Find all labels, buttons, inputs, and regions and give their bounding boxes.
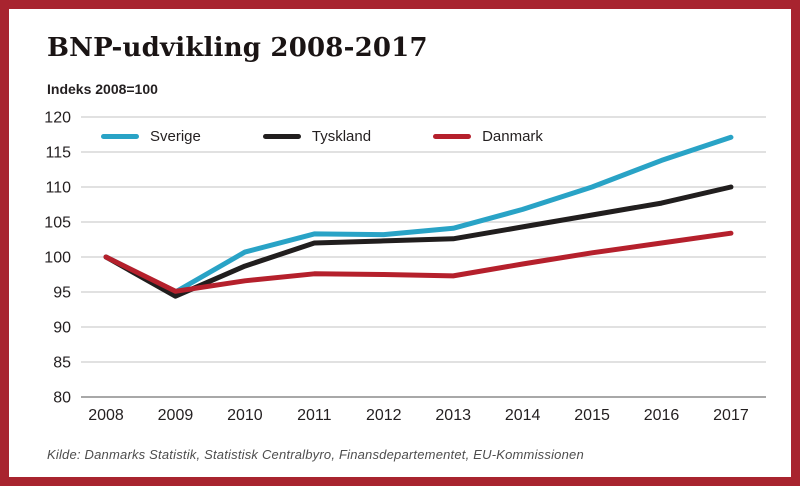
y-tick-label: 80 [53,390,71,407]
series-line-danmark [103,230,734,294]
legend-item-sverige: Sverige [101,128,201,145]
series-line-tyskland [103,184,734,299]
legend-label: Danmark [482,127,543,145]
y-tick-label: 85 [53,355,71,372]
source-citation: Kilde: Danmarks Statistik, Statistisk Ce… [47,447,584,462]
y-tick-label: 115 [45,145,71,162]
y-tick-label: 100 [44,250,71,267]
legend-label: Tyskland [311,127,372,145]
y-tick-label: 90 [53,320,71,337]
x-tick-label: 2011 [297,407,332,424]
legend-swatch-icon-sverige [101,133,139,139]
y-tick-label: 105 [44,215,71,232]
x-tick-label: 2013 [435,407,471,424]
x-tick-label: 2015 [574,407,610,424]
chart-subtitle-index-note: Indeks 2008=100 [47,81,158,97]
legend-label: Sverige [150,127,201,145]
line-chart-plot: 120 115 110 105 100 95 90 85 80 2008 2009 2010 2011 2… [44,110,766,424]
x-tick-label: 2014 [505,407,541,424]
series-line-sverige [103,134,734,295]
chart-legend: Sverige Tyskland Danmark [101,126,543,146]
page-title: BNP-udvikling 2008-2017 [47,33,428,63]
y-tick-label: 120 [44,110,71,127]
y-tick-label: 95 [53,285,71,302]
x-tick-label: 2010 [227,407,263,424]
y-tick-label: 110 [45,180,71,197]
legend-swatch-icon-tyskland [262,133,301,139]
x-tick-label: 2012 [366,407,402,424]
legend-item-danmark: Danmark [433,128,543,145]
legend-item-tyskland: Tyskland [262,127,372,145]
x-tick-label: 2009 [158,407,194,424]
x-tick-label: 2016 [644,407,680,424]
legend-swatch-icon-danmark [433,133,472,139]
x-tick-label: 2008 [88,407,124,424]
x-tick-label: 2017 [713,407,749,424]
